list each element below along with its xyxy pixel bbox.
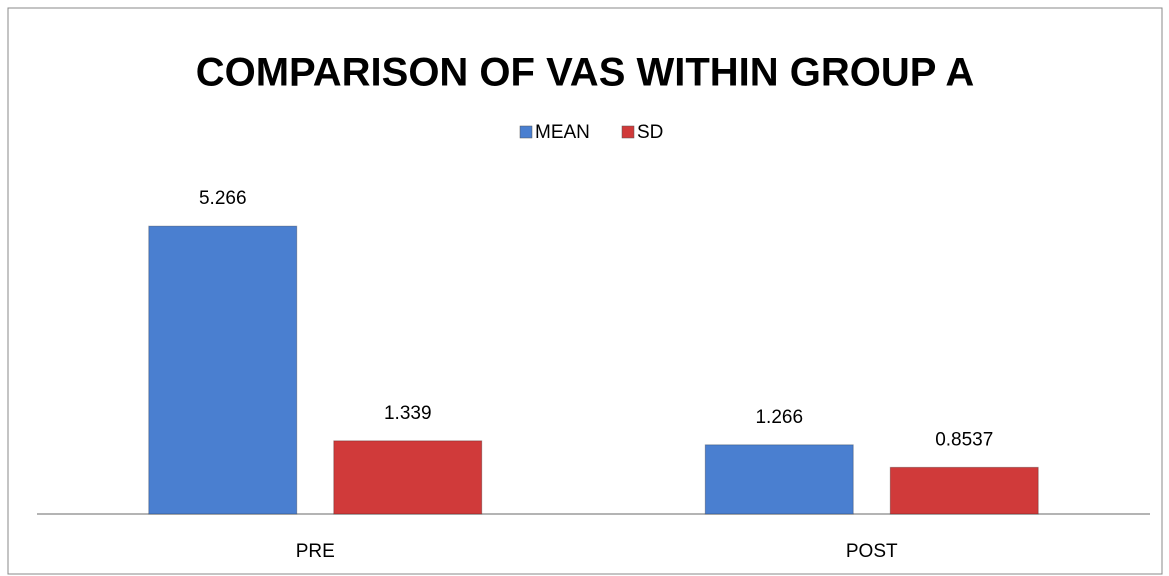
bar [148,225,298,515]
legend-swatch [519,125,533,139]
legend-label: MEAN [535,122,590,143]
chart-title: COMPARISON OF VAS WITHIN GROUP A [196,51,975,95]
bar [333,440,483,515]
x-tick-label: POST [846,541,898,562]
data-label: 5.266 [199,188,247,209]
bar [889,466,1039,515]
data-label: 0.8537 [935,429,993,450]
x-tick-label: PRE [296,541,335,562]
data-label: 1.266 [755,407,803,428]
legend-swatch [621,125,635,139]
legend-label: SD [637,122,663,143]
data-label: 1.339 [384,403,432,424]
bar [704,444,854,515]
